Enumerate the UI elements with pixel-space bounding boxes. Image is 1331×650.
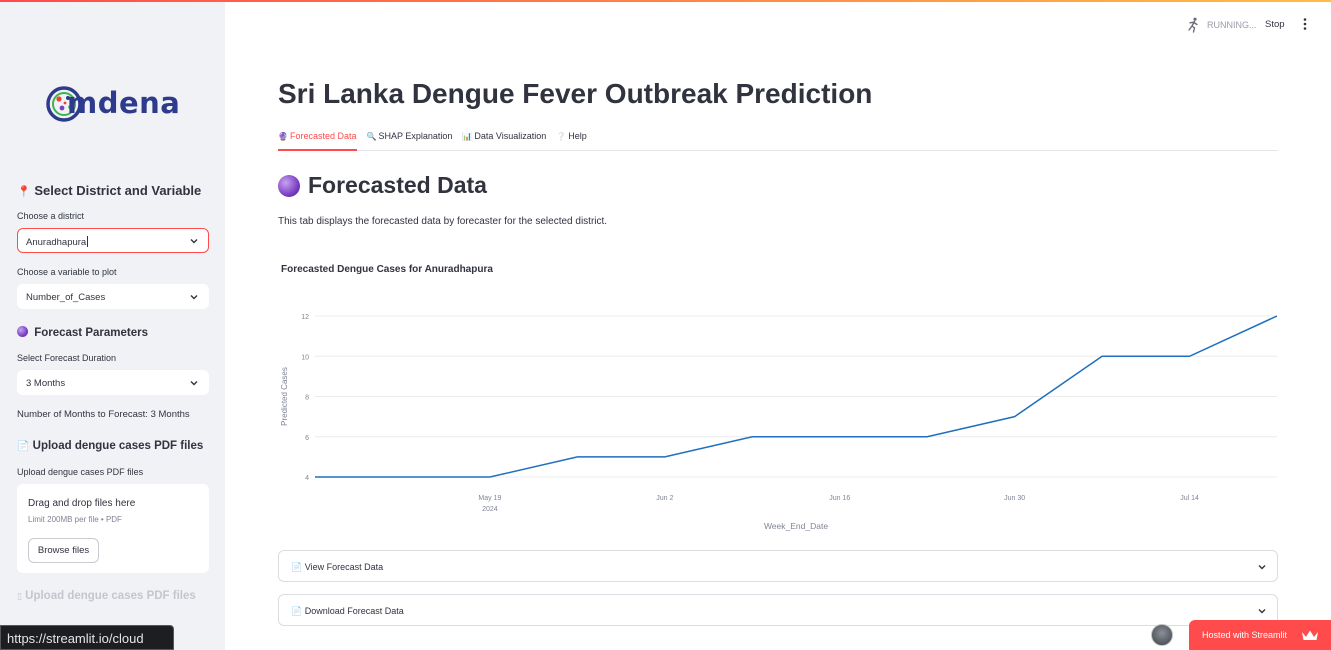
tab-label: Help bbox=[568, 131, 587, 141]
avatar[interactable] bbox=[1151, 624, 1173, 646]
faded-title: Upload dengue cases PDF files bbox=[25, 590, 196, 602]
district-select[interactable]: Anuradhapura bbox=[17, 228, 209, 253]
months-to-forecast-text: Number of Months to Forecast: 3 Months bbox=[17, 409, 190, 420]
running-text: RUNNING... bbox=[1207, 20, 1257, 30]
duration-label: Select Forecast Duration bbox=[17, 353, 117, 363]
tab-data-visualization[interactable]: 📊 Data Visualization bbox=[462, 126, 546, 151]
expander-label: View Forecast Data bbox=[304, 562, 384, 572]
chevron-down-icon bbox=[1258, 609, 1266, 614]
text-caret bbox=[87, 236, 89, 247]
section-title: Select District and Variable bbox=[34, 183, 202, 198]
section-heading-text: Forecasted Data bbox=[308, 172, 487, 198]
section-title: Forecast Parameters bbox=[34, 327, 148, 339]
status-url-tooltip: https://streamlit.io/cloud bbox=[0, 625, 174, 650]
chevron-down-icon bbox=[190, 239, 198, 244]
x-tick-label: Jun 2 bbox=[656, 495, 673, 502]
question-icon: ❔ bbox=[556, 132, 567, 141]
y-tick-label: 4 bbox=[305, 475, 309, 482]
chevron-down-icon bbox=[190, 295, 198, 300]
series-line bbox=[315, 315, 1278, 478]
y-tick-label: 8 bbox=[305, 395, 309, 402]
district-label: Choose a district bbox=[17, 211, 85, 221]
upload-label: Upload dengue cases PDF files bbox=[17, 467, 144, 477]
crown-icon bbox=[1302, 630, 1318, 640]
magnifier-icon: 🔍 bbox=[366, 132, 377, 141]
chevron-down-icon bbox=[190, 381, 198, 386]
document-icon: 📄 bbox=[17, 441, 30, 452]
tab-description: This tab displays the forecasted data by… bbox=[278, 216, 608, 227]
variable-value: Number_of_Cases bbox=[26, 292, 106, 303]
y-tick-label: 10 bbox=[301, 354, 309, 361]
pin-icon: 📍 bbox=[17, 186, 31, 198]
tab-forecasted-data[interactable]: 🔮 Forecasted Data bbox=[278, 126, 357, 151]
sidebar: mdena 📍 Select District and Variable Cho… bbox=[0, 0, 225, 650]
faded-upload-heading: ▯ Upload dengue cases PDF files bbox=[17, 590, 196, 602]
hosted-label: Hosted with Streamlit bbox=[1202, 630, 1288, 640]
page-title: Sri Lanka Dengue Fever Outbreak Predicti… bbox=[278, 78, 873, 109]
logo-text: mdena bbox=[67, 86, 181, 120]
browse-files-button[interactable]: Browse files bbox=[28, 538, 99, 563]
crystal-ball-icon bbox=[278, 174, 300, 197]
variable-select[interactable]: Number_of_Cases bbox=[17, 284, 209, 309]
variable-label: Choose a variable to plot bbox=[17, 267, 117, 277]
forecast-line-chart: 4 6 8 10 12 May 19 2024 Jun 2 Jun 16 Jun 30 Jul 14… bbox=[280, 314, 1278, 531]
running-status: RUNNING... bbox=[1186, 17, 1257, 33]
crystal-ball-icon: 🔮 bbox=[278, 132, 288, 141]
chart-title: Forecasted Dengue Cases for Anuradhapura bbox=[281, 264, 493, 275]
y-tick-label: 6 bbox=[305, 435, 309, 442]
crystal-ball-icon bbox=[17, 326, 28, 337]
bar-chart-icon: 📊 bbox=[462, 132, 473, 141]
x-axis-label: Week_End_Date bbox=[764, 521, 828, 531]
document-icon: 📄 bbox=[291, 562, 303, 572]
district-value: Anuradhapura bbox=[26, 237, 87, 248]
section-upload-heading: 📄 Upload dengue cases PDF files bbox=[17, 440, 203, 452]
tab-help[interactable]: ❔ Help bbox=[556, 126, 586, 151]
dropzone-limit: Limit 200MB per file • PDF bbox=[28, 515, 122, 524]
file-dropzone[interactable]: Drag and drop files here Limit 200MB per… bbox=[17, 484, 209, 573]
x-tick-label: Jun 16 bbox=[829, 495, 850, 502]
document-icon: ▯ bbox=[17, 591, 22, 601]
stop-button[interactable]: Stop bbox=[1265, 19, 1285, 30]
section-select-district-heading: 📍 Select District and Variable bbox=[17, 183, 201, 198]
tab-label: SHAP Explanation bbox=[378, 131, 453, 141]
tab-bar: 🔮 Forecasted Data 🔍 SHAP Explanation 📊 Data… bbox=[278, 126, 1278, 151]
duration-value: 3 Months bbox=[26, 378, 66, 389]
section-title: Upload dengue cases PDF files bbox=[32, 440, 204, 452]
section-heading: Forecasted Data bbox=[278, 172, 487, 199]
tab-shap-explanation[interactable]: 🔍 SHAP Explanation bbox=[367, 126, 453, 151]
chevron-down-icon bbox=[1258, 565, 1266, 570]
running-man-icon bbox=[1188, 17, 1198, 33]
hosted-with-streamlit-badge[interactable]: Hosted with Streamlit bbox=[1189, 620, 1331, 650]
x-tick-year-label: 2024 bbox=[482, 506, 498, 513]
tab-label: Forecasted Data bbox=[289, 131, 357, 141]
expander-label: Download Forecast Data bbox=[304, 606, 404, 616]
omdena-logo-icon bbox=[46, 86, 82, 122]
y-tick-label: 12 bbox=[301, 314, 309, 321]
duration-select[interactable]: 3 Months bbox=[17, 370, 209, 395]
section-forecast-params-heading: Forecast Parameters bbox=[17, 326, 148, 339]
top-decoration-bar bbox=[0, 0, 1331, 2]
y-axis-label: Predicted Cases bbox=[280, 367, 289, 426]
dropzone-title: Drag and drop files here bbox=[28, 498, 136, 509]
x-tick-label: May 19 bbox=[478, 495, 501, 502]
kebab-menu-icon[interactable] bbox=[1300, 17, 1310, 31]
tab-label: Data Visualization bbox=[474, 131, 547, 141]
download-forecast-expander[interactable]: 📄 Download Forecast Data bbox=[278, 594, 1278, 626]
x-tick-label: Jul 14 bbox=[1180, 495, 1199, 502]
document-icon: 📄 bbox=[291, 606, 303, 616]
x-tick-label: Jun 30 bbox=[1004, 495, 1025, 502]
view-forecast-expander[interactable]: 📄 View Forecast Data bbox=[278, 550, 1278, 582]
